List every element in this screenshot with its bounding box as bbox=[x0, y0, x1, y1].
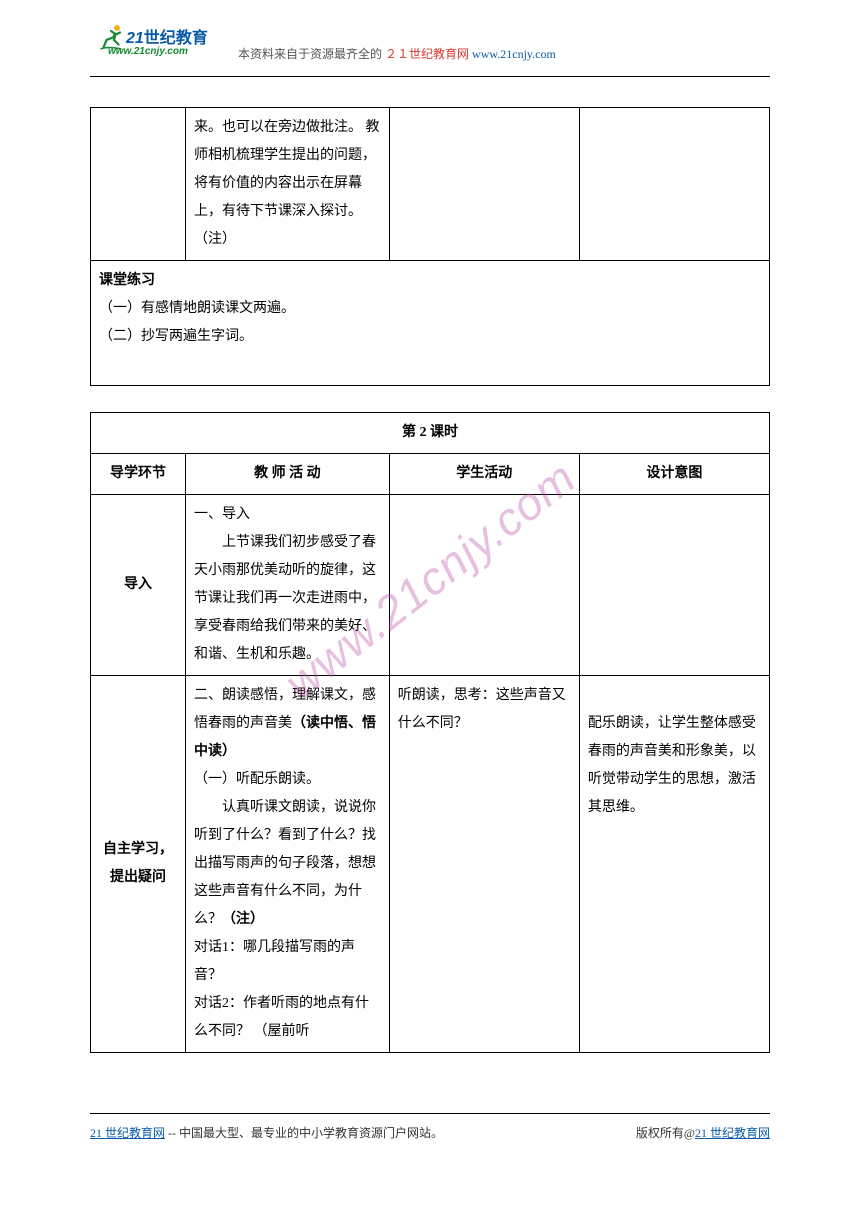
footer-left: 21 世纪教育网 -- 中国最大型、最专业的中小学教育资源门户网站。 bbox=[90, 1124, 443, 1141]
page-footer: 21 世纪教育网 -- 中国最大型、最专业的中小学教育资源门户网站。 版权所有@… bbox=[90, 1113, 770, 1141]
cell-teacher-continued: 来。也可以在旁边做批注。 教师相机梳理学生提出的问题，将有价值的内容出示在屏幕上… bbox=[186, 108, 390, 261]
practice-item-2: （二）抄写两遍生字词。 bbox=[99, 329, 253, 344]
self-design-text: 配乐朗读，让学生整体感受春雨的声音美和形象美，以听觉带动学生的思想，激活其思维。 bbox=[588, 716, 756, 815]
table-row-practice: 课堂练习 （一）有感情地朗读课文两遍。 （二）抄写两遍生字词。 bbox=[91, 261, 770, 386]
caption-prefix: 本资料来自于资源最齐全的 bbox=[238, 47, 382, 61]
footer-right-link[interactable]: 21 世纪教育网 bbox=[695, 1126, 770, 1140]
content-wrap: www.21cnjy.com 来。也可以在旁边做批注。 教师相机梳理学生提出的问… bbox=[90, 107, 770, 1053]
head-col4: 设计意图 bbox=[579, 454, 769, 495]
logo-text-top: 21世纪教育 bbox=[126, 24, 208, 48]
practice-title: 课堂练习 bbox=[99, 273, 155, 288]
self-p3a: 认真听课文朗读，说说你听到了什么？看到了什么？找出描写雨声的句子段落，想想这些声… bbox=[194, 800, 376, 927]
self-label: 自主学习，提出疑问 bbox=[91, 676, 186, 1053]
footer-site[interactable]: 21 世纪教育网 bbox=[90, 1126, 165, 1140]
table-row-title: 第 2 课时 bbox=[91, 413, 770, 454]
logo-text-bottom: www.21cnjy.com bbox=[108, 46, 188, 57]
footer-left-rest: -- 中国最大型、最专业的中小学教育资源门户网站。 bbox=[165, 1126, 443, 1140]
cell-empty bbox=[91, 108, 186, 261]
intro-design-empty bbox=[579, 495, 769, 676]
header-caption: 本资料来自于资源最齐全的 ２１世纪教育网 www.21cnjy.com bbox=[238, 45, 556, 68]
table-row-head: 导学环节 教 师 活 动 学生活动 设计意图 bbox=[91, 454, 770, 495]
self-student: 听朗读，思考：这些声音又什么不同？ bbox=[389, 676, 579, 1053]
table-gap bbox=[90, 386, 770, 412]
intro-label: 导入 bbox=[91, 495, 186, 676]
table-row-intro: 导入 一、导入 上节课我们初步感受了春天小雨那优美动听的旋律，这节课让我们再一次… bbox=[91, 495, 770, 676]
caption-url: www.21cnjy.com bbox=[472, 47, 556, 61]
self-teacher: 二、朗读感悟，理解课文，感悟春雨的声音美（读中悟、悟中读） （一）听配乐朗读。 … bbox=[186, 676, 390, 1053]
table-row: 来。也可以在旁边做批注。 教师相机梳理学生提出的问题，将有价值的内容出示在屏幕上… bbox=[91, 108, 770, 261]
self-p2: （一）听配乐朗读。 bbox=[194, 772, 320, 787]
self-p3b: （注） bbox=[222, 912, 264, 927]
intro-teacher: 一、导入 上节课我们初步感受了春天小雨那优美动听的旋律，这节课让我们再一次走进雨… bbox=[186, 495, 390, 676]
practice-item-1: （一）有感情地朗读课文两遍。 bbox=[99, 301, 295, 316]
page: 21世纪教育 www.21cnjy.com 本资料来自于资源最齐全的 ２１世纪教… bbox=[0, 0, 860, 1171]
footer-right: 版权所有@21 世纪教育网 bbox=[636, 1124, 770, 1141]
caption-red: ２１世纪教育网 bbox=[385, 47, 469, 61]
self-p3-wrap: 认真听课文朗读，说说你听到了什么？看到了什么？找出描写雨声的句子段落，想想这些声… bbox=[194, 794, 381, 934]
head-col3: 学生活动 bbox=[389, 454, 579, 495]
cell-class-practice: 课堂练习 （一）有感情地朗读课文两遍。 （二）抄写两遍生字词。 bbox=[91, 261, 770, 386]
footer-right-prefix: 版权所有@ bbox=[636, 1126, 695, 1140]
intro-body: 上节课我们初步感受了春天小雨那优美动听的旋律，这节课让我们再一次走进雨中，享受春… bbox=[194, 529, 381, 669]
table-lesson-2: 第 2 课时 导学环节 教 师 活 动 学生活动 设计意图 导入 一、导入 上节… bbox=[90, 412, 770, 1053]
table-top-fragment: 来。也可以在旁边做批注。 教师相机梳理学生提出的问题，将有价值的内容出示在屏幕上… bbox=[90, 107, 770, 386]
header-rule bbox=[90, 76, 770, 77]
site-logo: 21世纪教育 www.21cnjy.com bbox=[90, 20, 230, 68]
intro-student-empty bbox=[389, 495, 579, 676]
table-row-self: 自主学习，提出疑问 二、朗读感悟，理解课文，感悟春雨的声音美（读中悟、悟中读） … bbox=[91, 676, 770, 1053]
head-col1: 导学环节 bbox=[91, 454, 186, 495]
lesson2-title: 第 2 课时 bbox=[91, 413, 770, 454]
cell-empty bbox=[579, 108, 769, 261]
self-design: 配乐朗读，让学生整体感受春雨的声音美和形象美，以听觉带动学生的思想，激活其思维。 bbox=[579, 676, 769, 1053]
cell-empty bbox=[389, 108, 579, 261]
page-header: 21世纪教育 www.21cnjy.com 本资料来自于资源最齐全的 ２１世纪教… bbox=[90, 20, 770, 68]
head-col2: 教 师 活 动 bbox=[186, 454, 390, 495]
self-p4: 对话1：哪几段描写雨的声音？ bbox=[194, 940, 355, 983]
intro-heading: 一、导入 bbox=[194, 507, 250, 522]
self-p5: 对话2：作者听雨的地点有什么不同？ （屋前听 bbox=[194, 996, 369, 1039]
